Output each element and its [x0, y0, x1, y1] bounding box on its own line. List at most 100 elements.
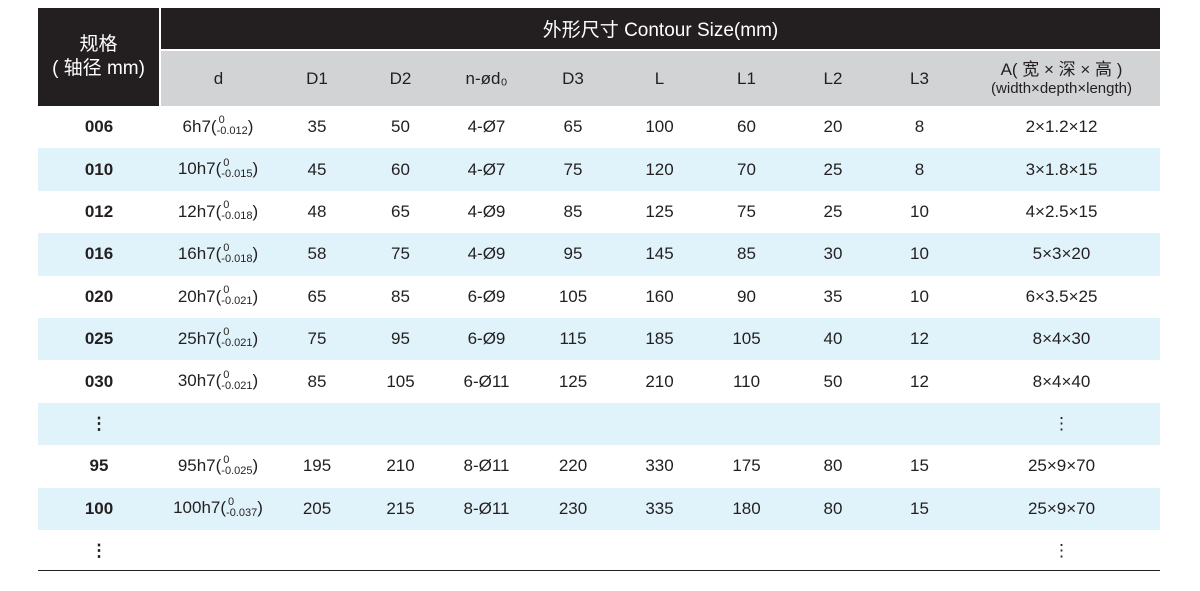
tolerance-lower: -0.037: [226, 506, 258, 519]
tolerance: 0 -0.021: [221, 327, 252, 349]
l1-cell: 75: [737, 201, 756, 221]
l-cell: 145: [616, 233, 703, 276]
d3-cell: 220: [558, 456, 588, 476]
l1-cell: 105: [703, 317, 790, 361]
l-cell: [616, 530, 703, 572]
d2-cell: 85: [391, 286, 410, 306]
d2-cell: [358, 530, 443, 572]
l1-cell: 70: [703, 148, 790, 191]
a-cell: 8×4×40: [1032, 371, 1091, 391]
d-value: 95h7(: [177, 456, 222, 476]
n-cell: 8-Ø11: [463, 456, 510, 476]
d2-cell: 75: [358, 233, 443, 276]
spec-cell: 016: [38, 233, 160, 276]
spec-cell: 006: [84, 117, 114, 137]
tolerance-upper: 0: [223, 326, 230, 339]
tolerance-lower: -0.018: [221, 252, 253, 265]
tolerance-upper: 0: [223, 156, 230, 169]
col-header: D1: [276, 50, 358, 106]
d3-cell: [530, 402, 616, 446]
contour-size-table: 规格 ( 轴径 mm) 外形尺寸 Contour Size(mm) d D1 D2 n…: [38, 8, 1161, 572]
l3-cell: 12: [910, 371, 929, 391]
l-cell: 335: [616, 487, 703, 530]
tolerance-upper: 0: [218, 114, 225, 127]
tolerance-lower: -0.021: [221, 337, 253, 350]
l1-cell: 60: [737, 117, 756, 137]
d-value: 25h7(: [177, 328, 222, 348]
n-cell: 4-Ø9: [443, 233, 530, 276]
d3-cell: 95: [530, 233, 616, 276]
spec-cell: 100: [38, 487, 160, 530]
table-row: 010 10h7(0 -0.015) 45 60 4-Ø7 75 120 70 25 8 3×1.8×…: [38, 148, 1161, 191]
a-cell: 6×3.5×25: [1025, 286, 1098, 306]
col-header: L1: [703, 50, 790, 106]
l3-cell: 10: [876, 233, 963, 276]
l2-cell: [790, 530, 876, 572]
d1-cell: 45: [276, 148, 358, 191]
d1-cell: 35: [307, 117, 327, 137]
table-row: 025 25h7(0 -0.021) 75 95 6-Ø9 115 185 105 40 12 8×4…: [38, 317, 1161, 361]
l3-cell: 12: [876, 317, 963, 361]
a-cell: 3×1.8×15: [963, 148, 1161, 191]
col-header: D2: [358, 50, 443, 106]
a-cell: ⋮: [963, 402, 1161, 446]
d2-cell: 65: [391, 201, 410, 221]
d2-cell: 210: [386, 456, 415, 476]
d2-cell: 60: [358, 148, 443, 191]
d-value: 100h7(: [173, 498, 227, 518]
l2-cell: 30: [790, 233, 876, 276]
d1-cell: 48: [307, 201, 327, 221]
tolerance-lower: -0.021: [221, 295, 253, 308]
tolerance: 0 -0.012: [217, 115, 248, 137]
tolerance-lower: -0.018: [221, 210, 253, 223]
l2-cell: 80: [790, 487, 876, 530]
d-cell: 100h7(0 -0.037): [160, 487, 276, 530]
n-cell: 6-Ø9: [443, 317, 530, 361]
spec-cell: ⋮: [90, 541, 108, 561]
table-row: ⋮ ⋮: [38, 530, 1160, 572]
l2-cell: 80: [823, 456, 843, 476]
l-cell: 120: [616, 148, 703, 191]
d1-cell: 205: [276, 487, 358, 530]
col-header-a-line1: A( 宽 × 深 × 高 ): [1000, 60, 1123, 79]
a-cell: 4×2.5×15: [1025, 201, 1098, 221]
n-cell: 6-Ø9: [467, 286, 506, 306]
l2-cell: 25: [823, 201, 843, 221]
d-cell: 10h7(0 -0.015): [160, 148, 276, 191]
d-value: 16h7(: [177, 244, 222, 264]
l2-cell: [790, 402, 876, 446]
tolerance-lower: -0.025: [221, 464, 253, 477]
l-cell: 125: [645, 201, 674, 221]
d2-cell: 50: [391, 117, 410, 137]
table-row: 012 12h7(0 -0.018) 48 65 4-Ø9 85 125 75 25 10 4×2.5…: [38, 191, 1160, 233]
d-value: 20h7(: [177, 286, 222, 306]
l3-cell: 8: [914, 117, 925, 137]
l1-cell: [703, 530, 790, 572]
n-cell: 8-Ø11: [443, 487, 530, 530]
a-cell: ⋮: [1053, 541, 1071, 561]
n-cell: 4-Ø7: [443, 148, 530, 191]
l1-cell: 180: [703, 487, 790, 530]
d-cell: 25h7(0 -0.021): [160, 317, 276, 361]
tolerance-upper: 0: [223, 368, 230, 381]
spec-header: 规格 ( 轴径 mm): [38, 8, 161, 106]
d-cell: [160, 530, 276, 572]
d2-cell: [358, 402, 443, 446]
col-header: d: [160, 50, 276, 106]
table-row: 016 16h7(0 -0.018) 58 75 4-Ø9 95 145 85 30 10 5×3×2…: [38, 233, 1161, 276]
spec-header-line2: ( 轴径 mm): [52, 58, 145, 79]
spec-header-line1: 规格: [79, 34, 118, 55]
d1-cell: 195: [302, 456, 332, 476]
l-cell: 210: [645, 371, 674, 391]
d-cell: 20h7(0 -0.021): [177, 284, 259, 308]
d3-cell: [530, 530, 616, 572]
l3-cell: 15: [876, 487, 963, 530]
a-cell: 2×1.2×12: [1025, 117, 1098, 137]
tolerance: 0 -0.025: [221, 454, 253, 477]
d1-cell: [276, 402, 358, 446]
l1-cell: 175: [732, 456, 761, 476]
d2-cell: 95: [358, 317, 443, 361]
tolerance-lower: -0.021: [221, 379, 253, 392]
d1-cell: [276, 530, 358, 572]
l3-cell: 10: [910, 286, 929, 306]
